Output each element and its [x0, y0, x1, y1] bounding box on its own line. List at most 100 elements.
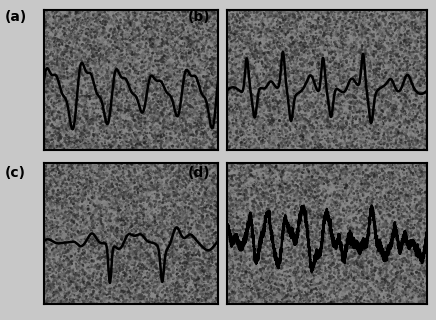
- Point: [91, 12, 98, 17]
- Point: [193, 179, 200, 184]
- Point: [327, 75, 334, 80]
- Point: [343, 166, 350, 172]
- Point: [157, 217, 164, 222]
- Point: [187, 70, 194, 75]
- Point: [257, 212, 264, 217]
- Point: [354, 16, 361, 21]
- Point: [358, 41, 365, 46]
- Point: [210, 194, 217, 199]
- Point: [187, 204, 194, 209]
- Point: [165, 173, 172, 178]
- Point: [188, 192, 195, 197]
- Point: [209, 170, 216, 175]
- Point: [250, 230, 257, 235]
- Point: [356, 185, 363, 190]
- Point: [262, 52, 269, 57]
- Point: [75, 52, 82, 57]
- Point: [63, 213, 70, 218]
- Point: [119, 215, 126, 220]
- Point: [259, 221, 266, 227]
- Point: [396, 210, 403, 215]
- Point: [208, 175, 215, 180]
- Point: [194, 214, 201, 219]
- Point: [163, 29, 170, 34]
- Point: [55, 40, 62, 45]
- Point: [71, 178, 78, 183]
- Point: [127, 174, 134, 179]
- Point: [95, 28, 102, 33]
- Point: [226, 189, 233, 195]
- Point: [386, 196, 393, 201]
- Point: [290, 166, 296, 172]
- Point: [129, 205, 136, 210]
- Point: [359, 176, 366, 181]
- Point: [347, 13, 354, 19]
- Point: [317, 199, 324, 204]
- Point: [212, 63, 219, 68]
- Point: [118, 25, 125, 30]
- Point: [256, 36, 263, 41]
- Point: [288, 19, 295, 24]
- Point: [191, 20, 198, 25]
- Point: [183, 177, 190, 182]
- Point: [178, 226, 185, 231]
- Point: [244, 178, 251, 183]
- Point: [240, 177, 247, 182]
- Point: [371, 168, 378, 173]
- Point: [169, 50, 176, 55]
- Point: [61, 76, 68, 82]
- Point: [181, 20, 187, 25]
- Point: [165, 20, 172, 25]
- Point: [235, 55, 242, 60]
- Point: [86, 64, 93, 69]
- Point: [61, 23, 68, 28]
- Point: [372, 39, 379, 44]
- Point: [85, 218, 92, 223]
- Point: [353, 40, 360, 45]
- Point: [344, 25, 351, 30]
- Point: [235, 217, 242, 222]
- Point: [58, 65, 65, 70]
- Point: [43, 188, 50, 193]
- Point: [198, 47, 205, 52]
- Point: [327, 65, 334, 70]
- Point: [292, 180, 299, 185]
- Point: [189, 33, 196, 38]
- Point: [392, 70, 399, 76]
- Point: [230, 204, 237, 209]
- Point: [147, 205, 154, 211]
- Point: [130, 210, 137, 215]
- Point: [302, 198, 309, 203]
- Point: [339, 77, 346, 82]
- Point: [277, 230, 284, 236]
- Point: [133, 228, 140, 233]
- Point: [60, 179, 67, 184]
- Point: [153, 229, 160, 235]
- Point: [66, 207, 73, 212]
- Point: [368, 167, 375, 172]
- Point: [53, 77, 60, 83]
- Point: [224, 18, 231, 23]
- Point: [211, 52, 218, 57]
- Point: [266, 161, 272, 166]
- Point: [259, 187, 266, 192]
- Point: [399, 43, 406, 48]
- Point: [184, 39, 191, 44]
- Point: [146, 223, 153, 228]
- Point: [98, 166, 105, 171]
- Point: [387, 217, 394, 222]
- Point: [259, 186, 266, 191]
- Point: [84, 28, 91, 33]
- Point: [272, 190, 279, 195]
- Point: [400, 226, 407, 231]
- Point: [359, 175, 366, 180]
- Point: [79, 219, 86, 224]
- Point: [310, 66, 317, 71]
- Point: [145, 31, 152, 36]
- Point: [298, 44, 305, 49]
- Point: [271, 211, 278, 216]
- Point: [237, 192, 244, 197]
- Point: [41, 75, 48, 80]
- Point: [42, 39, 49, 44]
- Point: [272, 52, 279, 58]
